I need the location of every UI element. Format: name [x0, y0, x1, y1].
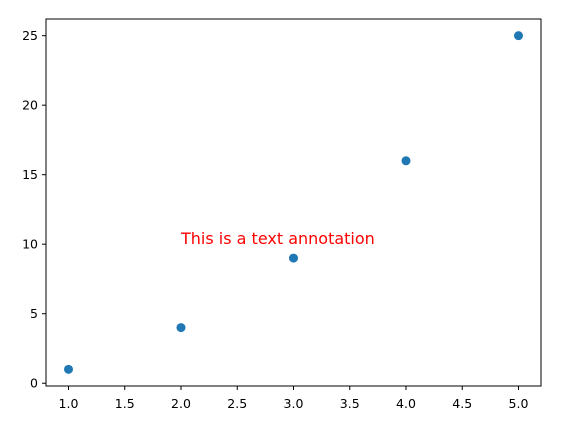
text-annotation: This is a text annotation [180, 229, 375, 248]
y-tick-label: 10 [22, 237, 38, 252]
y-tick-label: 20 [22, 98, 38, 113]
y-tick-label: 15 [22, 167, 38, 182]
scatter-point [289, 253, 298, 263]
scatter-point [401, 156, 411, 166]
y-tick-label: 0 [30, 376, 38, 391]
x-tick-label: 5.0 [509, 396, 529, 411]
y-tick-label: 5 [30, 306, 38, 321]
x-tick-label: 4.5 [452, 396, 472, 411]
x-tick-label: 2.0 [171, 396, 191, 411]
scatter-point [176, 323, 186, 333]
plot-area [45, 18, 542, 387]
scatter-point [64, 364, 73, 374]
x-tick-label: 1.5 [115, 396, 135, 411]
y-tick-label: 25 [22, 28, 38, 43]
x-tick-label: 3.5 [340, 396, 360, 411]
y-axis: 0 5 10 15 20 25 [22, 28, 46, 391]
scatter-point [514, 31, 523, 41]
x-tick-label: 4.0 [396, 396, 416, 411]
x-axis: 1.0 1.5 2.0 2.5 3.0 3.5 4.0 4.5 5.0 [59, 386, 529, 411]
x-tick-label: 2.5 [227, 396, 247, 411]
x-tick-label: 3.0 [284, 396, 304, 411]
x-tick-label: 1.0 [59, 396, 79, 411]
scatter-points [64, 31, 523, 374]
